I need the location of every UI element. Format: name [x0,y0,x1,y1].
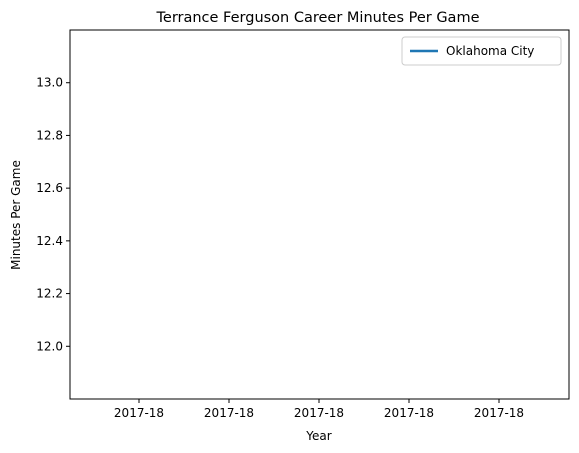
y-tick-label: 12.8 [36,128,63,142]
y-tick-label: 12.0 [36,339,63,353]
plot-area-frame [69,29,570,400]
legend-label: Oklahoma City [446,44,534,58]
x-tick-label: 2017-18 [204,406,254,420]
x-tick-label: 2017-18 [294,406,344,420]
x-tick-label: 2017-18 [474,406,524,420]
legend: Oklahoma City [401,36,562,66]
y-tick-label: 13.0 [36,76,63,90]
x-tick-label: 2017-18 [114,406,164,420]
legend-box [401,36,562,66]
x-axis-label: Year [305,429,331,443]
y-axis-label: Minutes Per Game [9,160,23,270]
y-axis: 12.0 12.2 12.4 12.6 12.8 13.0 [36,76,70,353]
y-tick-label: 12.2 [36,287,63,301]
x-axis: 2017-18 2017-18 2017-18 2017-18 2017-18 [114,399,524,420]
chart-title: Terrance Ferguson Career Minutes Per Gam… [156,10,480,26]
x-tick-label: 2017-18 [384,406,434,420]
y-tick-label: 12.4 [36,234,63,248]
y-tick-label: 12.6 [36,181,63,195]
